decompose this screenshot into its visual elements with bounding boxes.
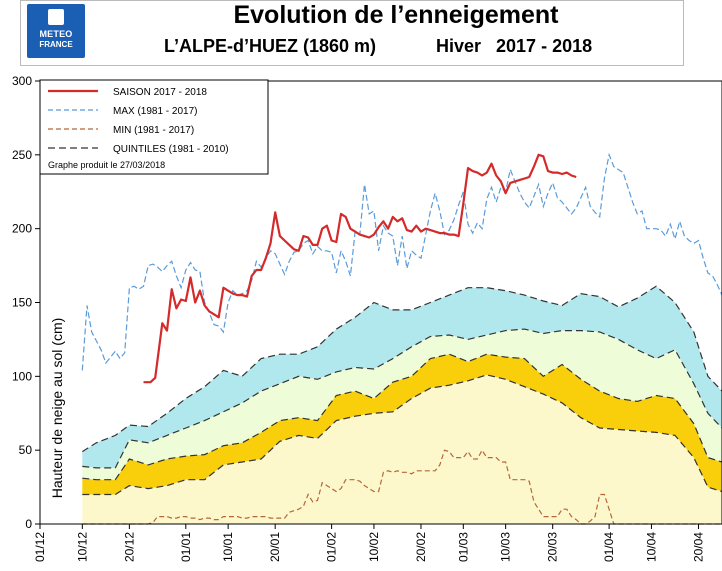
x-tick-label: 10/02 xyxy=(367,532,381,562)
band-q3-q4 xyxy=(82,286,722,468)
x-tick-label: 20/04 xyxy=(691,532,705,562)
legend-label-saison: SAISON 2017 - 2018 xyxy=(113,87,207,98)
chart-title: Evolution de l’enneigement xyxy=(233,1,559,29)
y-tick-label: 0 xyxy=(25,517,32,531)
saison-line xyxy=(143,153,577,384)
max-line xyxy=(81,152,722,371)
x-tick-label: 20/02 xyxy=(414,532,428,562)
x-tick-label: 20/03 xyxy=(546,532,560,562)
y-axis: 0 50 100 150 200 250 300 xyxy=(12,74,40,531)
x-tick-label: 10/03 xyxy=(499,532,513,562)
quintile-line-q2 xyxy=(82,353,722,481)
quintile-bands xyxy=(82,286,722,524)
min-line xyxy=(82,449,722,525)
x-tick-label: 20/12 xyxy=(122,532,136,562)
x-axis: 01/12 10/12 20/12 01/01 10/01 20/01 01/02 10/02… xyxy=(33,524,705,562)
x-tick-label: 10/01 xyxy=(221,532,235,562)
x-tick-label: 20/01 xyxy=(268,532,282,562)
legend: SAISON 2017 - 2018 MAX (1981 - 2017) MIN (… xyxy=(39,79,269,175)
series-lines xyxy=(81,152,722,525)
band-below-q1 xyxy=(82,374,722,524)
logo-line2: FRANCE xyxy=(39,40,73,49)
y-tick-label: 200 xyxy=(12,222,32,236)
x-tick-label: 01/02 xyxy=(325,532,339,562)
meteo-france-logo: METEO FRANCE xyxy=(27,4,85,58)
legend-box xyxy=(39,79,269,175)
legend-label-quintile_lines: QUINTILES (1981 - 2010) xyxy=(113,144,229,155)
legend-label-max: MAX (1981 - 2017) xyxy=(113,106,198,117)
y-tick-label: 50 xyxy=(19,443,33,457)
station-name: L’ALPE-d’HUEZ (1860 m) xyxy=(164,36,377,56)
x-tick-label: 01/01 xyxy=(179,532,193,562)
y-tick-label: 300 xyxy=(12,74,32,88)
legend-label-min: MIN (1981 - 2017) xyxy=(113,125,194,136)
chart-subtitle: L’ALPE-d’HUEZ (1860 m) Hiver 2017 - 2018 xyxy=(164,36,592,57)
quintile-line-q1 xyxy=(82,374,722,496)
x-tick-label: 10/12 xyxy=(75,532,89,562)
band-q2-q3 xyxy=(82,329,722,480)
quintile-line-q4 xyxy=(81,285,722,453)
x-tick-label: 10/04 xyxy=(644,532,658,562)
season-label: Hiver 2017 - 2018 xyxy=(436,36,593,56)
y-axis-label: Hauteur de neige au sol (cm) xyxy=(49,318,65,499)
meteo-logo-mark-icon xyxy=(48,9,64,25)
y-tick-label: 250 xyxy=(12,148,32,162)
quintile-lines xyxy=(81,285,722,496)
x-tick-label: 01/12 xyxy=(33,532,47,562)
x-tick-label: 01/04 xyxy=(602,532,616,562)
logo-line1: METEO xyxy=(39,29,73,39)
band-q1-q2 xyxy=(82,354,722,495)
y-tick-label: 150 xyxy=(12,296,32,310)
x-tick-label: 01/03 xyxy=(456,532,470,562)
production-note: Graphe produit le 27/03/2018 xyxy=(48,160,165,170)
y-tick-label: 100 xyxy=(12,369,32,383)
title-box xyxy=(20,0,684,66)
quintile-line-q3 xyxy=(82,328,722,469)
